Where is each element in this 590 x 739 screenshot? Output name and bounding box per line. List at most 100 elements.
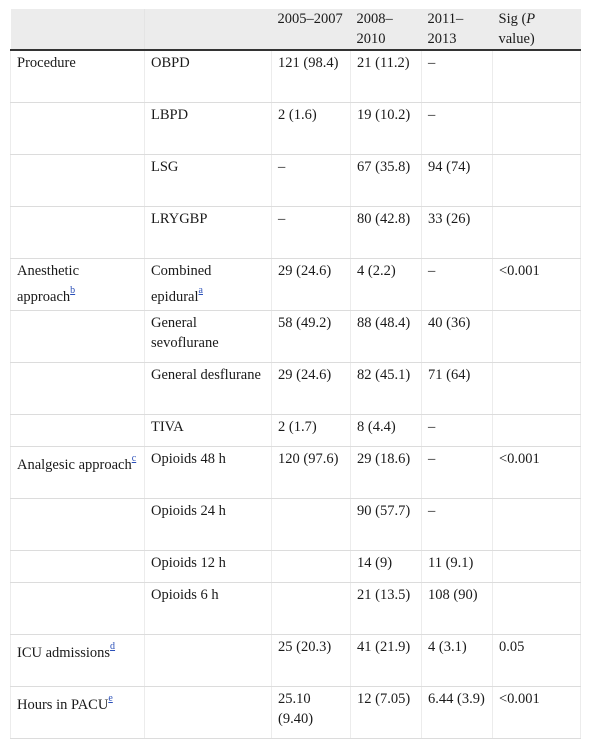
table-row: General sevoflurane 58 (49.2) 88 (48.4) 40 … [10,310,581,363]
table-cell-c6: <0.001 [492,258,581,311]
cell-text: 82 (45.1) [357,367,411,383]
sig-prefix: Sig ( [498,11,527,27]
cell-text: 80 (42.8) [357,211,411,227]
table-cell-c3: 29 (24.6) [271,362,351,415]
cell-text: 4 (2.2) [357,263,396,279]
cell-text: <0.001 [499,691,540,707]
cell-text: General desflurane [151,367,261,383]
table-cell-c1 [10,498,145,551]
footnote-link[interactable]: e [108,693,113,704]
cell-text: 25.10 (9.40) [278,691,314,727]
table-cell-c1: ICU admissionsd [10,634,145,687]
table-row: LBPD 2 (1.6) 19 (10.2) – [10,102,581,155]
table-row: Opioids 24 h 90 (57.7) – [10,498,581,551]
table-cell-c4: 82 (45.1) [350,362,422,415]
table-cell-c1 [10,582,145,635]
table-cell-c4: 80 (42.8) [350,206,422,259]
table-cell-c2: Opioids 48 h [144,446,272,499]
table-cell-c4: 21 (11.2) [350,50,422,103]
table-cell-c5: 108 (90) [421,582,493,635]
table-cell-c3: – [271,206,351,259]
cell-text: 14 (9) [357,555,393,571]
table-body: Procedure OBPD 121 (98.4) 21 (11.2) – LBPD 2 (… [10,50,581,739]
table-cell-c3 [271,550,351,583]
table-cell-c3 [271,582,351,635]
cell-text: Procedure [17,55,76,71]
cell-text: 21 (11.2) [357,55,410,71]
cell-text: 121 (98.4) [278,55,339,71]
footnote-link[interactable]: b [70,285,76,296]
table-cell-c5: 6.44 (3.9) [421,686,493,739]
table-row: LSG – 67 (35.8) 94 (74) [10,154,581,207]
cell-text: ICU admissions [17,644,111,661]
table-cell-c6: 0.05 [492,634,581,687]
cell-text: 4 (3.1) [428,639,467,655]
table-cell-c2: Opioids 24 h [144,498,272,551]
table-cell-c1: Hours in PACUe [10,686,145,739]
cell-text: Hours in PACU [17,696,109,713]
sig-p-italic: P [526,11,536,27]
table-cell-c6 [492,498,581,551]
cell-text: Opioids 12 h [151,555,226,571]
cell-text: 41 (21.9) [357,639,411,655]
table-cell-c2: LSG [144,154,272,207]
cell-text: Analgesic approach [17,456,132,473]
table-cell-c4: 67 (35.8) [350,154,422,207]
header-cell-2008-2010: 2008–2010 [350,9,422,51]
cell-text: <0.001 [499,451,540,467]
table-row: TIVA 2 (1.7) 8 (4.4) – [10,414,581,447]
table-cell-c4: 4 (2.2) [350,258,422,311]
cell-text: 40 (36) [428,315,471,331]
table-cell-c5: 94 (74) [421,154,493,207]
table-cell-c6 [492,102,581,155]
table-cell-c1 [10,102,145,155]
data-table-container: 2005–2007 2008–2010 2011–2013 Sig (P val… [10,9,581,739]
cell-text: 2 (1.7) [278,419,317,435]
table-cell-c3: 120 (97.6) [271,446,351,499]
table-cell-c3: 58 (49.2) [271,310,351,363]
header-row: 2005–2007 2008–2010 2011–2013 Sig (P val… [10,9,581,51]
table-cell-c1: Procedure [10,50,145,103]
cell-text: 25 (20.3) [278,639,332,655]
cell-text: Opioids 24 h [151,503,226,519]
table-cell-c5: – [421,258,493,311]
table-cell-c1 [10,550,145,583]
header-cell-2011-2013: 2011–2013 [421,9,493,51]
cell-text: – [278,159,286,175]
header-cell-2005-2007: 2005–2007 [271,9,351,51]
cell-text: – [428,419,436,435]
table-cell-c2: General desflurane [144,362,272,415]
table-cell-c6: <0.001 [492,686,581,739]
cell-text: General sevoflurane [151,315,219,351]
footnote-link[interactable]: c [131,453,137,464]
table-cell-c6 [492,310,581,363]
table-cell-c5: – [421,102,493,155]
cell-text: 94 (74) [428,159,471,175]
cell-text: 90 (57.7) [357,503,411,519]
table-cell-c2: Opioids 12 h [144,550,272,583]
cell-text: 8 (4.4) [357,419,396,435]
table-row: Opioids 12 h 14 (9) 11 (9.1) [10,550,581,583]
table-cell-c5: 4 (3.1) [421,634,493,687]
cell-text: Opioids 48 h [151,451,226,467]
cell-text: OBPD [151,55,190,71]
table-row: Anesthetic approachb Combined epidurala 29… [10,258,581,311]
table-cell-c4: 19 (10.2) [350,102,422,155]
header-cell-category [10,9,145,51]
footnote-marker: d [110,638,115,652]
table-cell-c3: 2 (1.6) [271,102,351,155]
cell-text: – [428,263,436,279]
table-cell-c5: – [421,50,493,103]
table-row: General desflurane 29 (24.6) 82 (45.1) 71 (… [10,362,581,415]
footnote-link[interactable]: a [198,285,203,296]
cell-text: – [428,503,436,519]
cell-text: 33 (26) [428,211,471,227]
cell-text: – [428,55,436,71]
cell-text: – [278,211,286,227]
table-cell-c5: – [421,414,493,447]
footnote-link[interactable]: d [110,641,116,652]
cell-text: 120 (97.6) [278,451,339,467]
table-cell-c2: General sevoflurane [144,310,272,363]
table-cell-c1 [10,362,145,415]
footnote-marker: a [199,282,203,296]
